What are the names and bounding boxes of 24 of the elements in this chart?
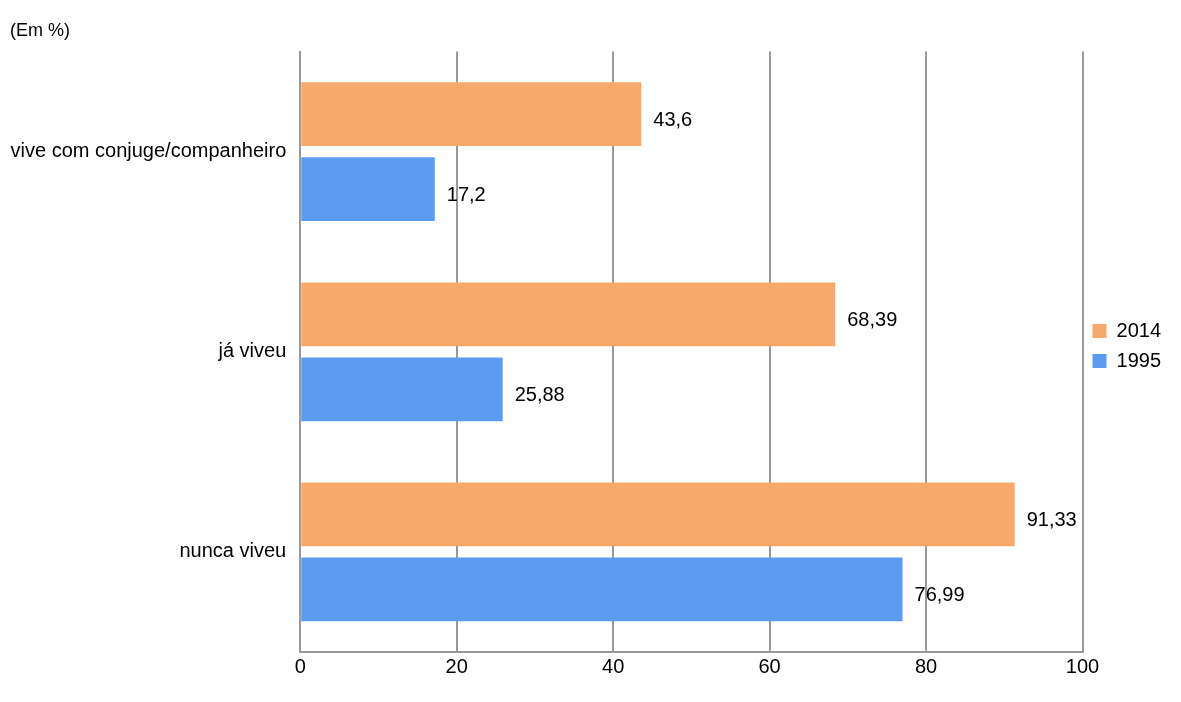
legend-label: 1995 [1116,348,1162,371]
y-tick-label: nunca viveu [179,539,287,562]
data-label: 91,33 [1026,507,1077,530]
x-tick-label: 80 [914,654,938,677]
bar [301,82,642,147]
y-tick-label: já viveu [217,339,287,362]
x-tick-label: 20 [445,654,468,677]
data-label: 68,39 [847,307,898,330]
data-label: 25,88 [514,382,565,405]
bar [301,482,1015,547]
y-tick-label: vive com conjuge/companheiro [10,139,287,162]
x-tick-label: 100 [1065,654,1100,677]
x-tick-label: 60 [758,654,781,677]
text: (Em %) [10,19,70,40]
data-label: 43,6 [653,107,693,130]
bar [301,282,836,347]
bar [301,157,435,222]
x-tick-label: 40 [602,654,625,677]
x-tick-label: 0 [294,654,306,677]
bar [301,357,503,422]
data-label: 76,99 [914,582,965,605]
bar [301,557,903,622]
data-label: 17,2 [446,182,486,205]
legend-label: 2014 [1116,318,1162,341]
